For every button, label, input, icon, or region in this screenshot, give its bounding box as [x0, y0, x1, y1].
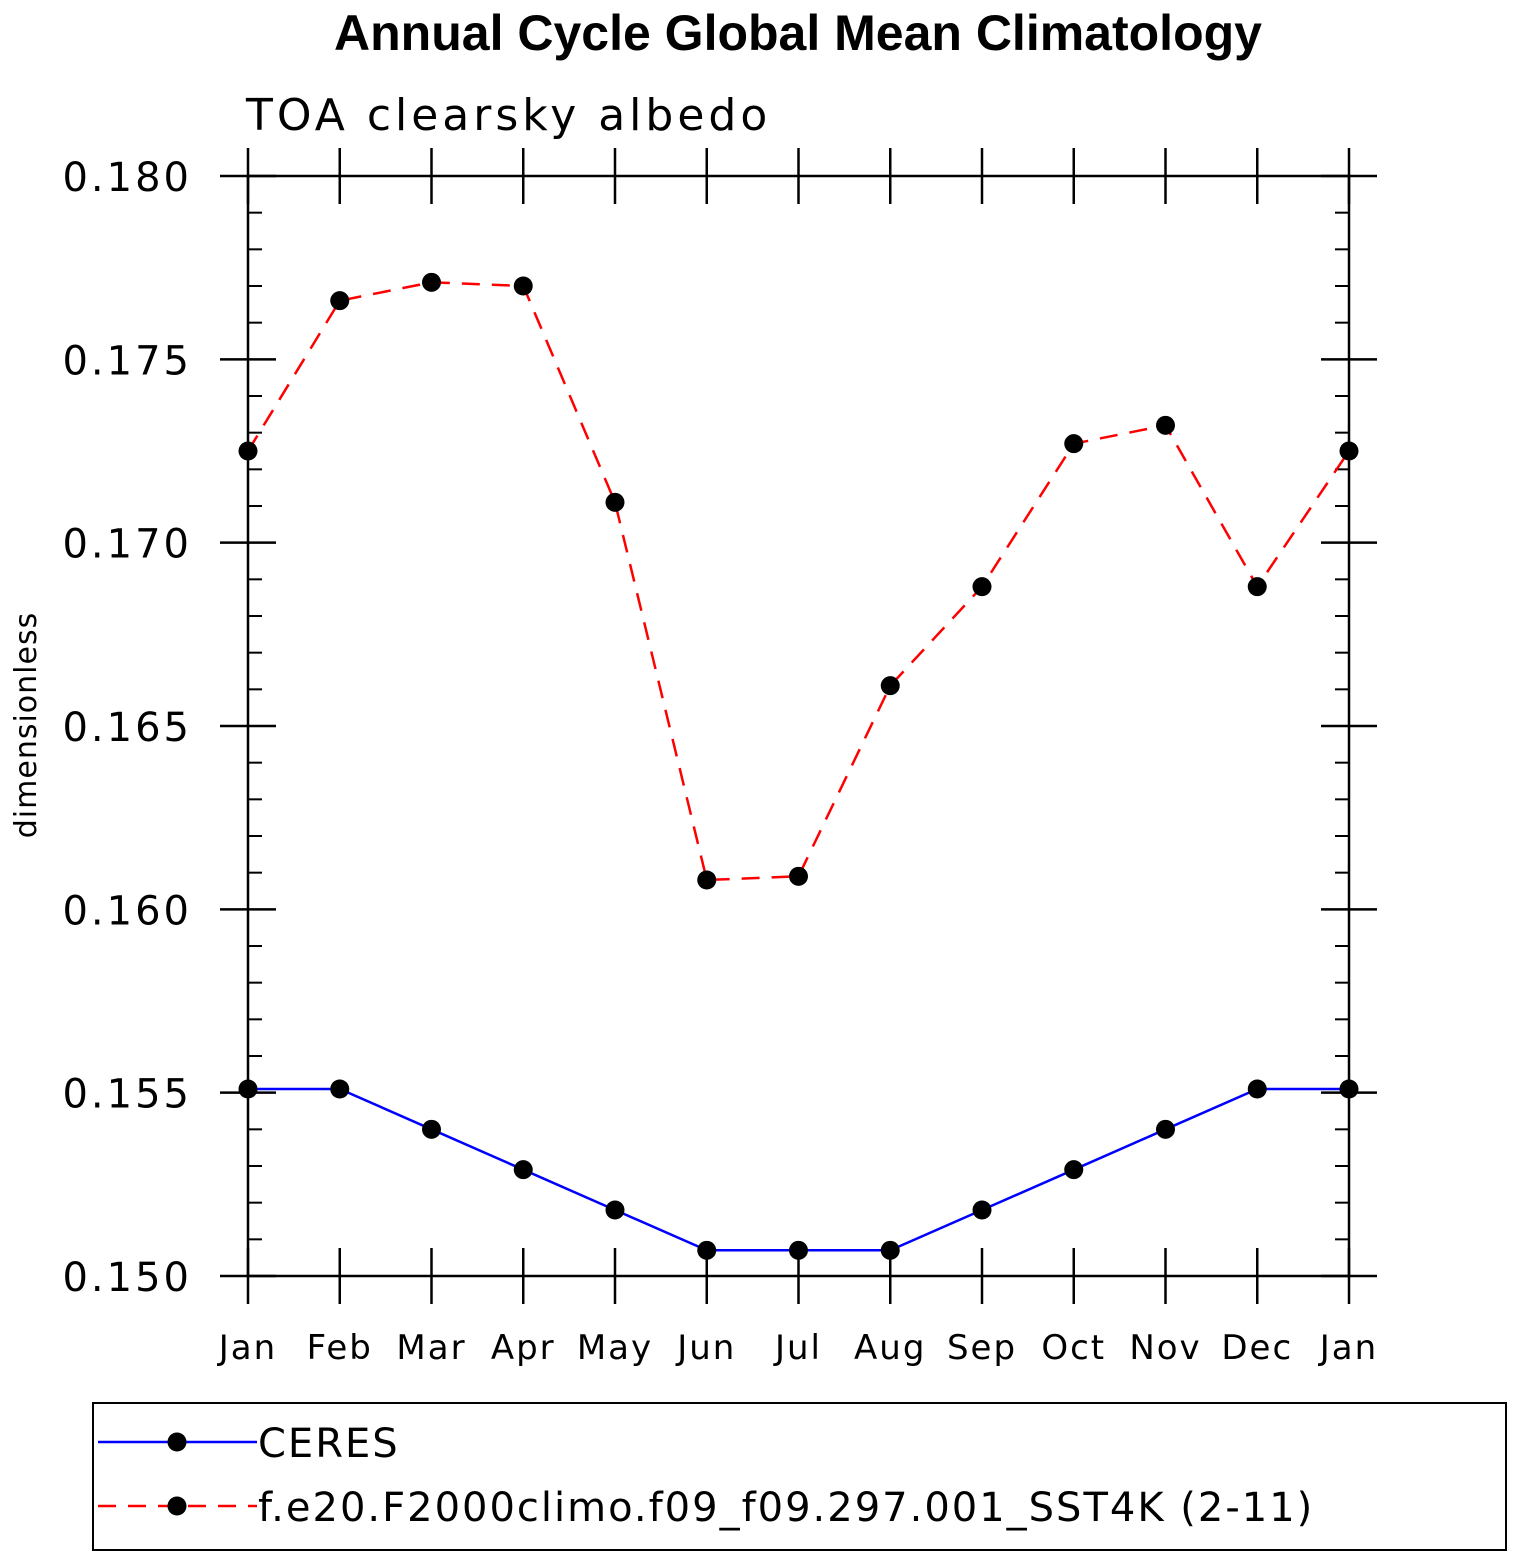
- data-point: [605, 492, 625, 512]
- x-tick-label: Mar: [396, 1328, 466, 1368]
- y-tick-label: 0.170: [62, 522, 192, 568]
- data-point: [1064, 1160, 1084, 1180]
- data-point: [513, 276, 533, 296]
- series-line: [248, 1087, 1349, 1252]
- data-point: [422, 1119, 441, 1139]
- data-point: [972, 577, 992, 597]
- y-tick-label: 0.155: [62, 1072, 192, 1118]
- x-tick-label: Jan: [1318, 1328, 1378, 1368]
- x-tick-label: Sep: [947, 1328, 1017, 1368]
- legend-marker-model: [167, 1496, 187, 1516]
- x-tick-label: Feb: [307, 1328, 373, 1368]
- data-point: [697, 870, 717, 890]
- data-point: [972, 1200, 992, 1220]
- data-point: [880, 1240, 900, 1260]
- data-point: [789, 866, 808, 886]
- y-axis-label: dimensionless: [9, 612, 44, 838]
- x-tick-label: Jul: [773, 1328, 822, 1368]
- y-tick-label: 0.180: [62, 155, 192, 201]
- x-tick-label: Apr: [491, 1328, 556, 1368]
- chart-subtitle: TOA clearsky albedo: [245, 90, 771, 141]
- data-point: [605, 1200, 625, 1220]
- legend: CERES f.e20.F2000climo.f09_f09.297.001_S…: [92, 1402, 1507, 1551]
- data-point: [513, 1160, 533, 1180]
- series-0: [238, 1079, 1359, 1260]
- data-point: [1156, 415, 1175, 435]
- data-point: [1156, 1119, 1175, 1139]
- y-tick-label: 0.150: [62, 1255, 192, 1301]
- y-tick-labels: 0.150 0.155 0.160 0.165 0.170 0.175 0.180: [62, 155, 192, 1301]
- data-point: [330, 1079, 350, 1099]
- data-point: [880, 676, 900, 696]
- legend-label-ceres: CERES: [258, 1421, 400, 1467]
- x-tick-label: Nov: [1129, 1328, 1201, 1368]
- axis-ticks: [220, 148, 1377, 1304]
- y-tick-label: 0.165: [62, 705, 192, 751]
- series-line: [246, 281, 1351, 882]
- x-tick-labels: Jan Feb Mar Apr May Jun Jul Aug Sep Oct Nov Dec Jan: [217, 1328, 1378, 1368]
- data-point: [697, 1240, 717, 1260]
- x-tick-label: Oct: [1041, 1328, 1106, 1368]
- data-point: [330, 291, 350, 311]
- y-tick-label: 0.160: [62, 888, 192, 934]
- data-point: [1064, 434, 1084, 454]
- legend-box: [92, 1402, 1507, 1551]
- legend-label-model: f.e20.F2000climo.f09_f09.297.001_SST4K (…: [258, 1485, 1314, 1531]
- x-tick-label: Dec: [1221, 1328, 1293, 1368]
- series-1: [238, 272, 1359, 890]
- x-tick-label: Aug: [854, 1328, 926, 1368]
- data-point: [789, 1240, 808, 1260]
- x-tick-label: Jan: [217, 1328, 277, 1368]
- data-point: [422, 272, 441, 292]
- x-tick-label: Jun: [675, 1328, 736, 1368]
- plot-series: [238, 272, 1359, 1260]
- y-tick-label: 0.175: [62, 338, 192, 384]
- legend-marker-ceres: [167, 1432, 187, 1452]
- data-point: [1247, 577, 1267, 597]
- chart-title: Annual Cycle Global Mean Climatology: [334, 5, 1262, 61]
- plot-frame: [246, 174, 1351, 1278]
- data-point: [1247, 1079, 1267, 1099]
- x-tick-label: May: [577, 1328, 653, 1368]
